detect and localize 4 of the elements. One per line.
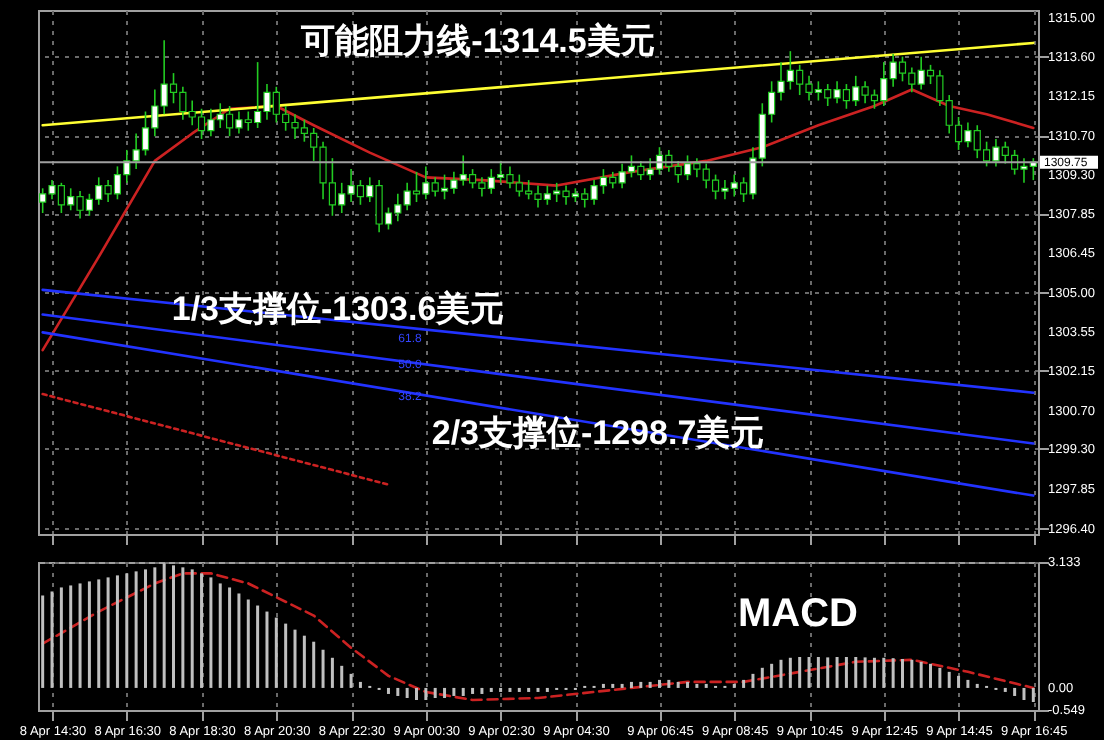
line-series	[41, 88, 1035, 352]
annotation: MACD	[738, 592, 858, 636]
line-series	[41, 572, 1035, 702]
annotation: 可能阻力线-1314.5美元	[299, 22, 655, 60]
